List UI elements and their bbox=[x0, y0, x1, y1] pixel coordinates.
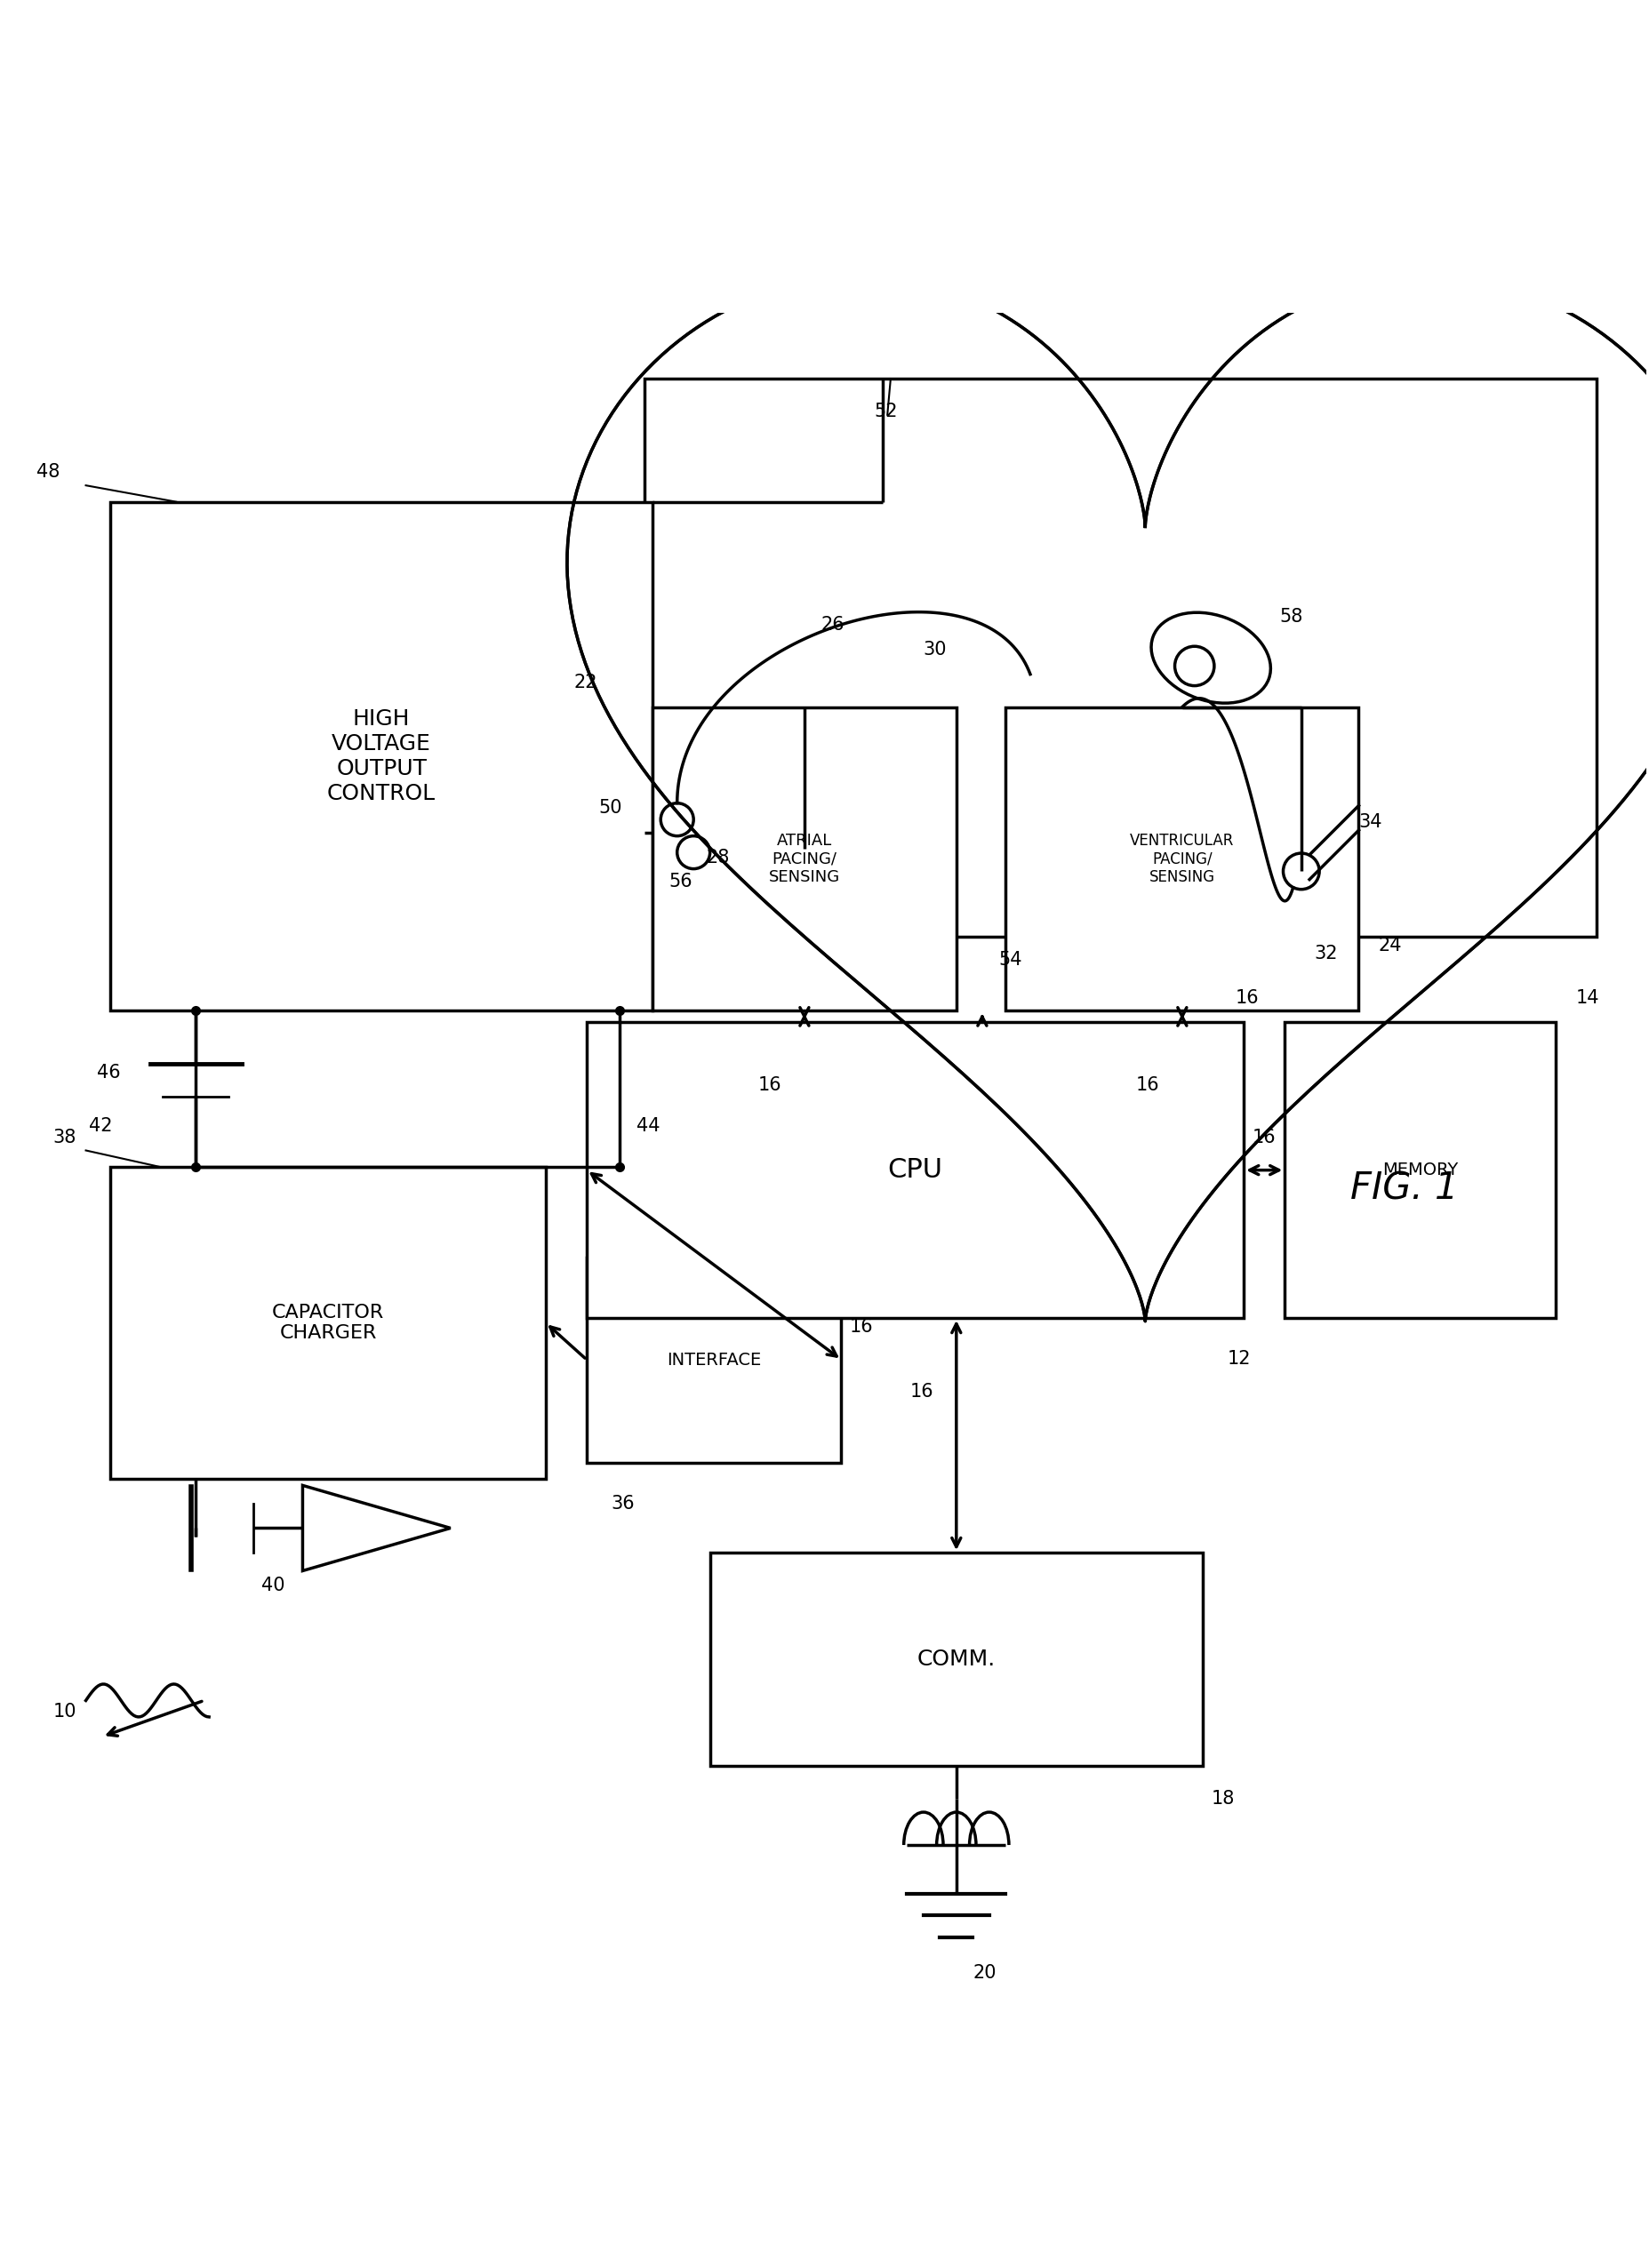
Text: HIGH
VOLTAGE
OUTPUT
CONTROL: HIGH VOLTAGE OUTPUT CONTROL bbox=[327, 708, 435, 805]
Text: 20: 20 bbox=[973, 1964, 996, 1982]
Text: COMM.: COMM. bbox=[917, 1649, 994, 1669]
Text: 10: 10 bbox=[53, 1703, 76, 1721]
Text: 24: 24 bbox=[1377, 937, 1402, 955]
Text: 42: 42 bbox=[89, 1116, 112, 1134]
Bar bbox=[110, 1166, 546, 1479]
Text: 16: 16 bbox=[910, 1383, 933, 1402]
Bar bbox=[110, 501, 651, 1012]
Text: 16: 16 bbox=[849, 1318, 872, 1336]
Text: 16: 16 bbox=[1252, 1129, 1275, 1145]
Bar bbox=[587, 1023, 1243, 1318]
Text: 40: 40 bbox=[262, 1576, 285, 1594]
Text: 56: 56 bbox=[668, 873, 693, 891]
Text: CPU: CPU bbox=[887, 1157, 942, 1184]
Text: 28: 28 bbox=[706, 848, 731, 866]
Bar bbox=[1285, 1023, 1555, 1318]
Text: 14: 14 bbox=[1575, 989, 1598, 1007]
Text: 26: 26 bbox=[821, 617, 844, 633]
Text: 16: 16 bbox=[759, 1075, 782, 1093]
Text: VENTRICULAR
PACING/
SENSING: VENTRICULAR PACING/ SENSING bbox=[1130, 832, 1233, 885]
Text: ATRIAL
PACING/
SENSING: ATRIAL PACING/ SENSING bbox=[768, 832, 839, 885]
Text: 34: 34 bbox=[1359, 814, 1382, 830]
Bar bbox=[651, 708, 956, 1012]
Text: MEMORY: MEMORY bbox=[1382, 1161, 1458, 1179]
Text: 48: 48 bbox=[36, 463, 59, 481]
Text: 38: 38 bbox=[53, 1129, 76, 1145]
Text: 16: 16 bbox=[1235, 989, 1258, 1007]
Text: 50: 50 bbox=[599, 798, 622, 816]
Text: 36: 36 bbox=[612, 1495, 635, 1513]
Bar bbox=[709, 1554, 1202, 1767]
Text: 54: 54 bbox=[998, 950, 1022, 968]
Text: 12: 12 bbox=[1227, 1349, 1250, 1368]
Text: INTERFACE: INTERFACE bbox=[666, 1352, 760, 1368]
Text: FIG. 1: FIG. 1 bbox=[1351, 1170, 1458, 1207]
Text: 46: 46 bbox=[97, 1064, 120, 1082]
Text: CAPACITOR
CHARGER: CAPACITOR CHARGER bbox=[272, 1304, 384, 1343]
Text: 52: 52 bbox=[874, 404, 897, 420]
Text: 58: 58 bbox=[1280, 608, 1303, 626]
Bar bbox=[1006, 708, 1359, 1012]
Text: 22: 22 bbox=[574, 674, 597, 692]
Bar bbox=[643, 379, 1596, 937]
Text: 18: 18 bbox=[1210, 1789, 1233, 1808]
Text: 32: 32 bbox=[1314, 943, 1337, 962]
Text: 44: 44 bbox=[637, 1116, 660, 1134]
Bar bbox=[587, 1256, 841, 1463]
Text: 16: 16 bbox=[1136, 1075, 1159, 1093]
Text: 30: 30 bbox=[923, 640, 947, 658]
